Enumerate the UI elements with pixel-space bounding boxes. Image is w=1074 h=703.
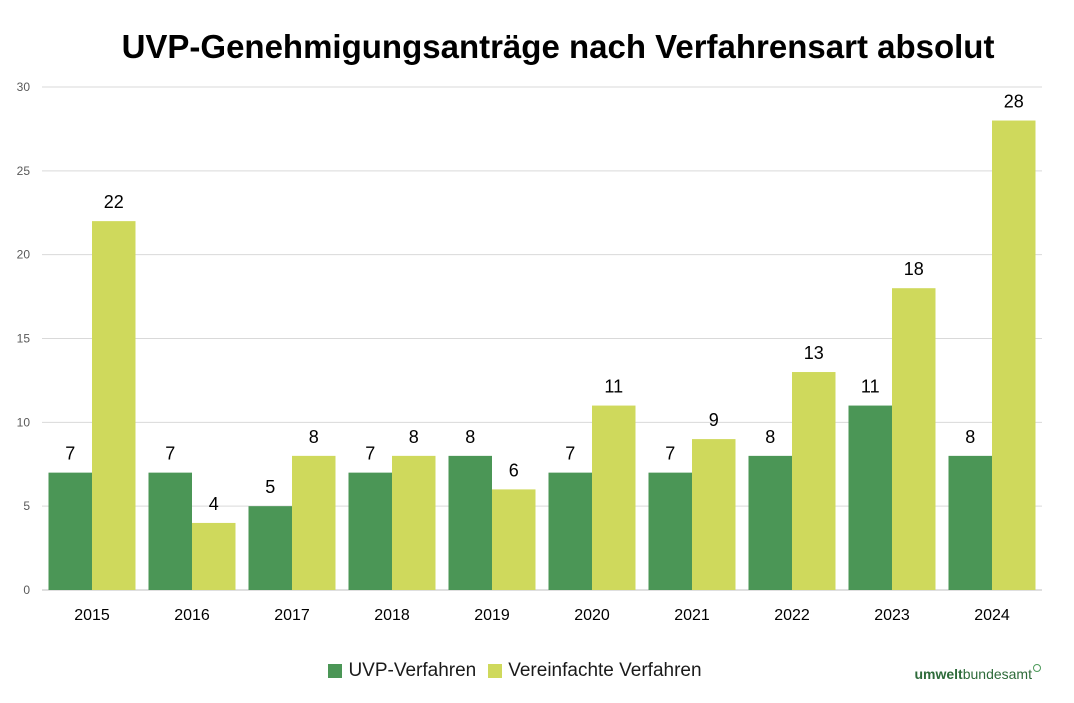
bar-uvp-2019[interactable]: [448, 455, 493, 590]
legend: UVP-Verfahren Vereinfachte Verfahren: [0, 660, 1030, 682]
y-tick-label-15: 15: [17, 332, 31, 346]
x-tick-label-2023: 2023: [874, 607, 910, 624]
x-tick-label-2021: 2021: [674, 607, 710, 624]
data-label-vereinfacht-2016: 4: [209, 494, 219, 514]
y-tick-label-0: 0: [23, 583, 30, 597]
bar-vereinfacht-2021[interactable]: [692, 439, 736, 590]
legend-swatch-uvp-verfahren: [328, 664, 343, 678]
logo-text-bundesamt: bundesamt: [962, 666, 1032, 682]
logo-mark-icon: [1033, 664, 1041, 672]
bar-uvp-2021[interactable]: [648, 472, 693, 590]
bar-vereinfacht-2024[interactable]: [992, 120, 1036, 591]
data-label-vereinfacht-2020: 11: [604, 377, 623, 397]
data-label-uvp-2015: 7: [65, 444, 75, 464]
bar-uvp-2016[interactable]: [148, 472, 193, 590]
bar-uvp-2024[interactable]: [948, 455, 993, 590]
legend-swatch-vereinfachte-verfahren: [488, 664, 503, 678]
data-label-uvp-2023: 11: [861, 377, 880, 397]
x-axis-ticks: 2015 2016 2017 2018 2019 2020 2021 2022 2023 2024: [74, 607, 1010, 624]
bars: [48, 120, 1036, 591]
data-label-uvp-2020: 7: [565, 444, 575, 464]
data-label-uvp-2022: 8: [765, 427, 775, 447]
legend-label-vereinfachte-verfahren: Vereinfachte Verfahren: [508, 660, 702, 681]
umweltbundesamt-logo: umwelt bundesamt: [914, 664, 1041, 682]
data-label-uvp-2021: 7: [665, 444, 675, 464]
bar-uvp-2022[interactable]: [748, 455, 793, 590]
x-tick-label-2016: 2016: [174, 607, 210, 624]
data-label-vereinfacht-2023: 18: [904, 259, 924, 279]
data-label-vereinfacht-2021: 9: [709, 410, 719, 430]
x-tick-label-2022: 2022: [774, 607, 810, 624]
legend-item-uvp-verfahren[interactable]: UVP-Verfahren: [328, 660, 476, 682]
bar-uvp-2020[interactable]: [548, 472, 593, 590]
x-tick-label-2024: 2024: [974, 607, 1010, 624]
y-tick-label-5: 5: [23, 499, 30, 513]
x-tick-label-2015: 2015: [74, 607, 110, 624]
bar-vereinfacht-2016[interactable]: [192, 522, 236, 590]
legend-label-uvp-verfahren: UVP-Verfahren: [348, 660, 477, 681]
data-label-vereinfacht-2019: 6: [509, 460, 519, 480]
bar-vereinfacht-2020[interactable]: [592, 405, 636, 590]
data-label-uvp-2019: 8: [465, 427, 475, 447]
data-label-uvp-2024: 8: [965, 427, 975, 447]
bar-uvp-2018[interactable]: [348, 472, 393, 590]
x-tick-label-2019: 2019: [474, 607, 510, 624]
legend-item-vereinfachte-verfahren[interactable]: Vereinfachte Verfahren: [488, 660, 702, 682]
bar-uvp-2015[interactable]: [48, 472, 93, 590]
data-label-vereinfacht-2017: 8: [309, 427, 319, 447]
chart-title: UVP-Genehmigungsanträge nach Verfahrensa…: [121, 28, 995, 65]
data-label-uvp-2017: 5: [265, 477, 275, 497]
y-tick-label-10: 10: [17, 415, 31, 429]
logo-text-umwelt: umwelt: [914, 666, 963, 682]
x-tick-label-2018: 2018: [374, 607, 410, 624]
data-label-vereinfacht-2018: 8: [409, 427, 419, 447]
data-label-uvp-2016: 7: [165, 444, 175, 464]
data-label-uvp-2018: 7: [365, 444, 375, 464]
bar-vereinfacht-2023[interactable]: [892, 288, 936, 590]
bar-vereinfacht-2015[interactable]: [92, 221, 136, 590]
data-label-vereinfacht-2024: 28: [1004, 92, 1024, 112]
bar-uvp-2017[interactable]: [248, 506, 293, 590]
data-labels: 7 22 7 4 5 8 7 8 8 6 7 11 7 9 8 13 11 18 8 28: [65, 92, 1024, 514]
y-tick-label-25: 25: [17, 164, 31, 178]
bar-vereinfacht-2022[interactable]: [792, 372, 836, 590]
x-tick-label-2017: 2017: [274, 607, 310, 624]
y-tick-label-20: 20: [17, 248, 31, 262]
bar-vereinfacht-2019[interactable]: [492, 489, 536, 590]
x-tick-label-2020: 2020: [574, 607, 610, 624]
bar-vereinfacht-2018[interactable]: [392, 455, 436, 590]
y-axis-ticks: 0 5 10 15 20 25 30: [17, 80, 31, 597]
bar-vereinfacht-2017[interactable]: [292, 455, 336, 590]
y-tick-label-30: 30: [17, 80, 31, 94]
bar-uvp-2023[interactable]: [848, 405, 893, 590]
data-label-vereinfacht-2022: 13: [804, 343, 824, 363]
data-label-vereinfacht-2015: 22: [104, 192, 124, 212]
